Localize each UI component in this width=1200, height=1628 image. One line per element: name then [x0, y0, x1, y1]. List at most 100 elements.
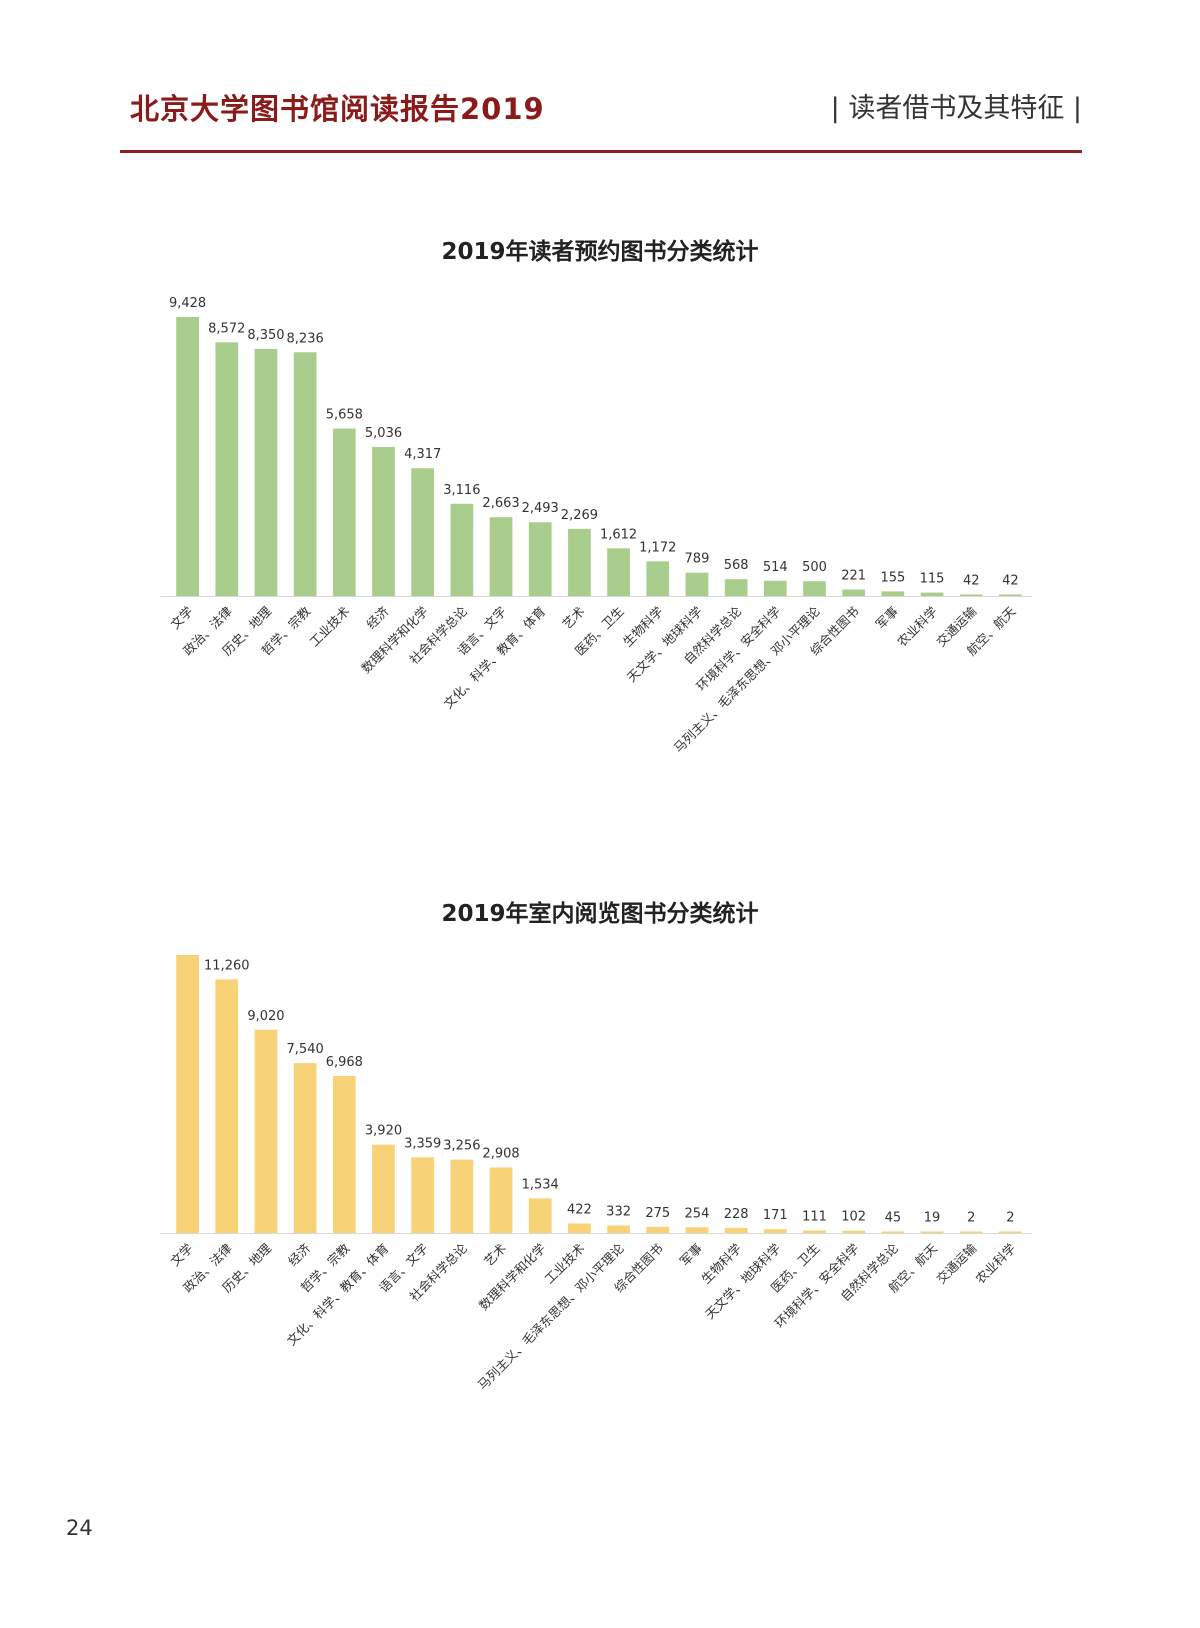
data-label: 2: [1006, 1211, 1014, 1226]
data-label: 3,256: [443, 1139, 480, 1154]
bar: [332, 428, 356, 596]
data-label: 1,172: [639, 540, 676, 555]
reading-room-bar-chart: 12,383文学11,260政治、法律9,020历史、地理7,540经济6,96…: [160, 955, 1032, 1393]
data-label: 6,968: [326, 1055, 363, 1070]
header-rule: [120, 150, 1082, 153]
category-label: 农业科学: [973, 1241, 1019, 1287]
data-label: 500: [802, 560, 827, 575]
bar: [293, 1063, 317, 1233]
reservation-bar-chart: 9,428文学8,572政治、法律8,350历史、地理8,236哲学、宗教5,6…: [160, 296, 1032, 756]
bar: [685, 572, 709, 596]
category-label: 农业科学: [894, 604, 940, 650]
data-label: 171: [763, 1208, 788, 1223]
data-label: 4,317: [404, 447, 441, 462]
data-label: 221: [841, 568, 866, 583]
data-label: 8,572: [208, 321, 245, 336]
bar: [176, 955, 199, 1233]
bar: [215, 979, 239, 1233]
reservation-chart-title: 2019年读者预约图书分类统计: [441, 239, 759, 265]
bar: [607, 548, 630, 596]
bar: [528, 522, 552, 596]
data-label: 155: [880, 570, 905, 585]
category-label: 交通运输: [933, 1240, 979, 1286]
bar: [176, 317, 199, 596]
bar: [568, 1223, 591, 1233]
data-label: 2,663: [482, 496, 519, 511]
data-label: 3,116: [443, 483, 480, 498]
data-label: 2,493: [522, 501, 559, 516]
data-label: 3,359: [404, 1136, 441, 1151]
bar: [999, 1231, 1022, 1233]
category-label: 军事: [677, 1241, 705, 1269]
data-label: 11,260: [204, 958, 250, 973]
data-label: 115: [920, 572, 945, 587]
bar: [254, 1029, 278, 1233]
bar: [763, 580, 787, 596]
bar: [372, 446, 395, 596]
bar: [999, 594, 1022, 596]
bar: [646, 1226, 670, 1233]
bar: [803, 581, 826, 596]
data-label: 7,540: [287, 1042, 324, 1057]
report-title: 北京大学图书馆阅读报告2019: [130, 92, 545, 126]
data-label: 254: [685, 1206, 710, 1221]
category-label: 文学: [167, 1241, 195, 1269]
bar: [489, 1167, 513, 1233]
category-label: 文学: [167, 604, 195, 632]
data-label: 789: [685, 552, 710, 567]
bar: [724, 579, 748, 596]
category-label: 马列主义、毛泽东思想、邓小平理论: [671, 603, 823, 755]
data-label: 42: [963, 574, 980, 589]
bar: [920, 1231, 944, 1233]
bar: [450, 503, 474, 596]
data-label: 8,236: [287, 331, 324, 346]
data-label: 2,269: [561, 508, 598, 523]
category-label: 经济: [363, 603, 392, 632]
bar: [842, 1230, 866, 1233]
data-label: 514: [763, 560, 788, 575]
bar: [411, 468, 435, 596]
bar: [920, 592, 944, 596]
data-label: 275: [645, 1206, 670, 1221]
bar: [646, 561, 670, 596]
bar: [763, 1229, 787, 1233]
data-label: 2: [967, 1211, 975, 1226]
data-label: 5,658: [326, 408, 363, 423]
data-label: 19: [924, 1211, 941, 1226]
bar: [959, 1231, 983, 1233]
category-label: 军事: [873, 604, 901, 632]
data-label: 228: [724, 1207, 749, 1222]
data-label: 1,534: [522, 1177, 559, 1192]
data-label: 8,350: [247, 328, 284, 343]
bar: [803, 1230, 826, 1233]
category-label: 工业技术: [306, 603, 352, 649]
data-label: 111: [802, 1209, 827, 1224]
data-label: 332: [606, 1205, 631, 1220]
bar: [568, 528, 591, 596]
data-label: 102: [841, 1210, 866, 1225]
section-title: | 读者借书及其特征 |: [830, 93, 1082, 124]
bar: [881, 591, 905, 596]
bar: [254, 348, 278, 596]
data-label: 422: [567, 1202, 592, 1217]
data-label: 5,036: [365, 426, 402, 441]
bar: [411, 1157, 435, 1233]
category-label: 艺术: [559, 603, 588, 632]
page-number: 24: [66, 1516, 93, 1540]
category-label: 马列主义、毛泽东思想、邓小平理论: [475, 1240, 627, 1392]
category-label: 艺术: [481, 1240, 510, 1269]
reading-room-chart-title: 2019年室内阅览图书分类统计: [441, 901, 759, 927]
data-label: 45: [885, 1211, 902, 1226]
bar: [293, 352, 317, 596]
bar: [959, 594, 983, 596]
data-label: 9,428: [169, 296, 206, 311]
bar: [842, 589, 866, 596]
bar: [881, 1231, 905, 1233]
bar: [450, 1159, 474, 1233]
category-label: 经济: [285, 1240, 314, 1269]
data-label: 3,920: [365, 1124, 402, 1139]
bar: [685, 1227, 709, 1233]
data-label: 1,612: [600, 527, 637, 542]
bar: [607, 1225, 630, 1233]
bar: [528, 1198, 552, 1233]
